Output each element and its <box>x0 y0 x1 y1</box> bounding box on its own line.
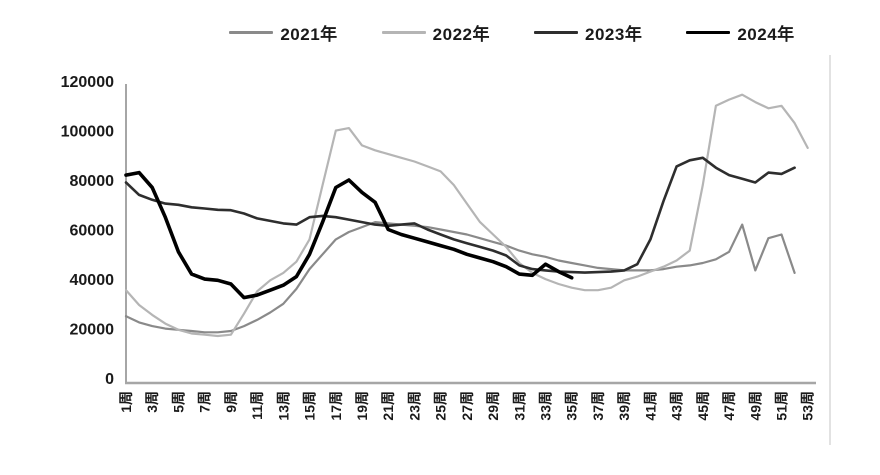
legend-label-2021: 2021年 <box>280 25 338 44</box>
y-tick-label: 40000 <box>70 272 115 289</box>
x-tick-label: 29周 <box>485 391 501 421</box>
x-tick-label: 21周 <box>380 391 396 421</box>
x-tick-label: 43周 <box>669 391 685 421</box>
x-tick-label: 35周 <box>564 391 580 421</box>
y-tick-label: 20000 <box>70 322 115 339</box>
series-line-2023年 <box>124 156 796 274</box>
x-tick-label: 39周 <box>616 391 632 421</box>
x-tick-label: 3周 <box>144 391 160 413</box>
legend-line-swatch-2023 <box>534 31 578 34</box>
y-tick-label: 60000 <box>70 223 115 240</box>
x-tick-label: 27周 <box>459 391 475 421</box>
x-tick-label: 51周 <box>774 391 790 421</box>
x-tick-label: 41周 <box>642 391 658 421</box>
axes <box>125 84 816 385</box>
series-line-2022年 <box>124 93 809 338</box>
y-tick-label: 0 <box>105 371 114 388</box>
y-tick-label: 100000 <box>61 124 114 141</box>
x-tick-label: 13周 <box>275 391 291 421</box>
legend-item-2024[interactable]: 2024年 <box>686 20 794 45</box>
x-tick-label: 33周 <box>538 391 554 421</box>
y-tick-label: 120000 <box>61 74 114 91</box>
x-tick-label: 9周 <box>223 391 239 413</box>
legend-label-2022: 2022年 <box>432 25 490 44</box>
x-tick-label: 49周 <box>747 391 763 421</box>
y-tick-label: 80000 <box>70 173 115 190</box>
legend-item-2023[interactable]: 2023年 <box>534 20 642 45</box>
x-axis-labels: 1周 3周 5周 7周 9周 11周 13周 15周 17周 19周 21周 23周 25周 27周 29周… <box>118 391 816 421</box>
x-tick-label: 53周 <box>800 391 816 421</box>
x-tick-label: 1周 <box>118 391 134 413</box>
x-tick-label: 25周 <box>433 391 449 421</box>
x-tick-label: 15周 <box>302 391 318 421</box>
x-tick-label: 37周 <box>590 391 606 421</box>
legend-item-2022[interactable]: 2022年 <box>381 20 490 45</box>
legend-item-2021[interactable]: 2021年 <box>229 20 337 45</box>
series-line-2021年 <box>124 221 796 334</box>
x-tick-label: 5周 <box>170 391 186 413</box>
x-tick-label: 17周 <box>328 391 344 421</box>
x-tick-label: 23周 <box>406 391 422 421</box>
legend: 2021年 2022年 2023年 2024年 <box>72 20 880 45</box>
x-tick-label: 7周 <box>197 391 213 413</box>
legend-label-2023: 2023年 <box>585 25 643 44</box>
legend-label-2024: 2024年 <box>737 25 795 44</box>
legend-line-swatch-2024 <box>686 30 731 35</box>
legend-line-swatch-2022 <box>381 31 426 34</box>
legend-line-swatch-2021 <box>229 31 274 34</box>
x-tick-label: 19周 <box>354 391 370 421</box>
x-tick-label: 31周 <box>511 391 527 421</box>
x-tick-label: 45周 <box>695 391 711 421</box>
x-tick-label: 11周 <box>249 391 265 420</box>
series-line-2024年 <box>124 170 574 300</box>
y-axis-labels: 0 20000 40000 60000 80000 100000 120000 <box>61 74 114 388</box>
x-tick-label: 47周 <box>721 391 737 421</box>
